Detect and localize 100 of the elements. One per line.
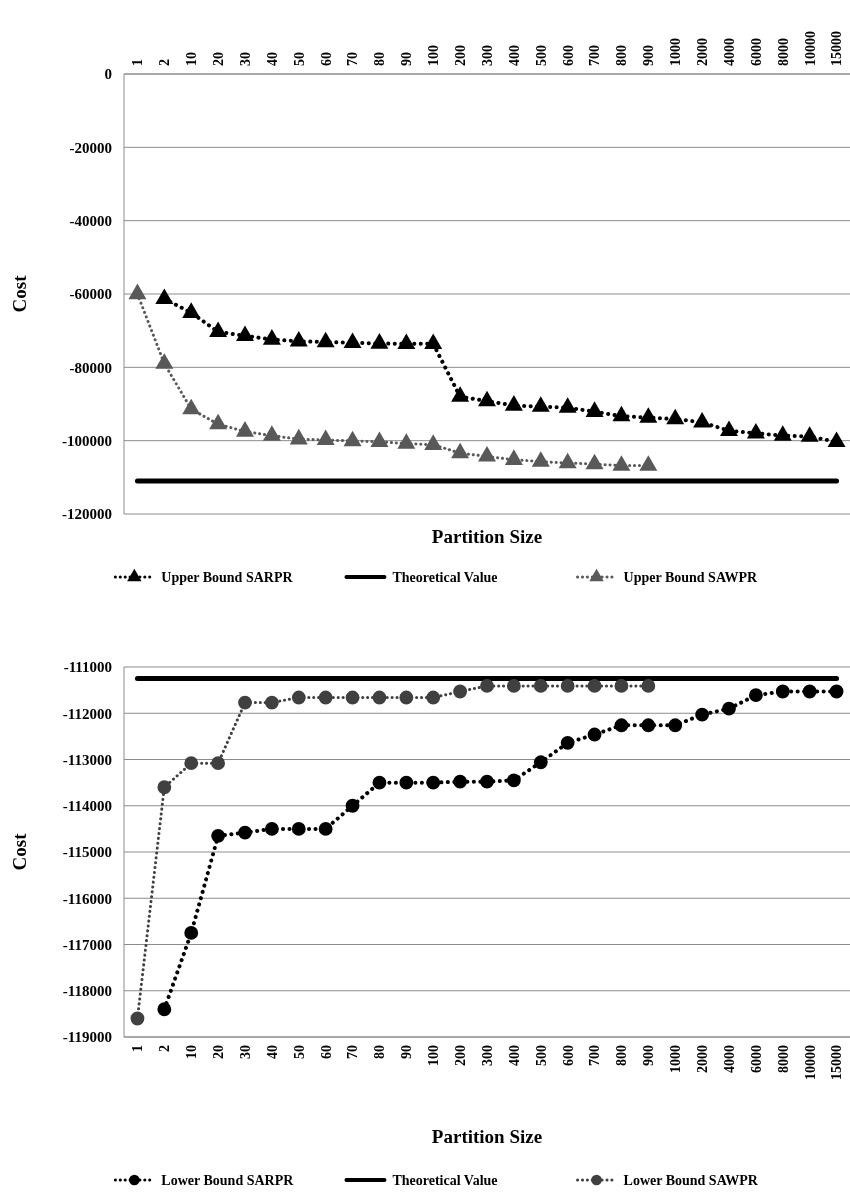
- point: [693, 411, 712, 428]
- point: [424, 434, 443, 450]
- point: [264, 695, 279, 710]
- x-axis-title: Partition Size: [431, 1126, 543, 1147]
- x-tick-label: 60: [318, 52, 334, 66]
- point: [211, 756, 226, 771]
- point: [345, 690, 360, 705]
- x-tick-label: 6000: [748, 1045, 764, 1073]
- point: [612, 455, 631, 471]
- point: [666, 408, 685, 425]
- point: [587, 727, 602, 742]
- y-tick-label: 0: [104, 66, 112, 83]
- y-tick-label: -118000: [62, 983, 112, 999]
- y-tick-label: -119000: [62, 1029, 112, 1046]
- point: [558, 397, 577, 413]
- point: [209, 321, 228, 337]
- x-tick-label: 100: [426, 1045, 442, 1066]
- y-tick-label: -117000: [62, 936, 112, 953]
- point: [343, 430, 362, 447]
- point: [802, 684, 817, 699]
- x-tick-label: 90: [399, 1045, 415, 1059]
- x-tick-label: 1: [130, 1045, 146, 1052]
- x-tick-label: 1000: [668, 38, 684, 66]
- point: [372, 775, 387, 790]
- x-tick-label: 400: [506, 1045, 522, 1066]
- point: [614, 679, 629, 693]
- point: [746, 422, 765, 439]
- x-tick-label: 500: [533, 45, 549, 66]
- y-tick-label: -100000: [62, 432, 112, 449]
- x-tick-label: 200: [453, 45, 469, 66]
- point: [184, 926, 199, 940]
- x-tick-label: 900: [641, 45, 657, 66]
- point: [130, 1011, 145, 1026]
- point: [182, 398, 201, 415]
- x-tick-label: 900: [641, 1045, 657, 1066]
- point: [587, 679, 602, 693]
- point: [480, 774, 494, 789]
- legend-label: Theoretical Value: [392, 569, 498, 585]
- point: [426, 690, 441, 705]
- y-tick-label: -40000: [69, 212, 112, 229]
- point: [639, 407, 658, 423]
- point: [318, 690, 333, 705]
- x-tick-label: 40: [264, 1045, 280, 1059]
- point: [668, 718, 683, 733]
- x-tick-label: 800: [614, 1045, 630, 1066]
- point: [318, 821, 333, 836]
- x-tick-label: 10000: [802, 31, 818, 66]
- point: [451, 442, 470, 459]
- x-tick-label: 500: [533, 1045, 549, 1066]
- point: [262, 329, 281, 345]
- x-tick-label: 8000: [775, 1045, 791, 1073]
- point: [157, 1002, 172, 1017]
- x-tick-label: 80: [372, 1045, 388, 1059]
- point: [478, 446, 496, 462]
- point: [316, 429, 335, 446]
- x-tick-label: 2: [157, 1045, 173, 1052]
- legend-label: Lower Bound SAWPR: [623, 1172, 759, 1188]
- x-tick-label: 20: [211, 52, 227, 66]
- legend-label: Upper Bound SAWPR: [623, 569, 758, 585]
- x-tick-label: 10000: [802, 1045, 818, 1080]
- point: [504, 395, 523, 411]
- legend-label: Lower Bound SARPR: [161, 1172, 295, 1188]
- point: [827, 431, 846, 447]
- point: [720, 420, 738, 436]
- point: [531, 451, 550, 467]
- point: [289, 330, 308, 347]
- x-tick-label: 800: [614, 45, 630, 66]
- x-tick-label: 60: [318, 1045, 334, 1059]
- point: [289, 428, 308, 445]
- point: [560, 735, 575, 750]
- x-tick-label: 40: [264, 52, 280, 66]
- point: [157, 780, 172, 795]
- point: [585, 401, 604, 417]
- x-tick-label: 600: [560, 45, 576, 66]
- x-tick-label: 4000: [721, 38, 737, 66]
- point: [506, 679, 521, 693]
- point: [182, 302, 201, 318]
- x-tick-label: 1000: [668, 1045, 684, 1073]
- point: [399, 690, 414, 705]
- x-tick-label: 700: [587, 45, 603, 66]
- point: [614, 718, 629, 733]
- x-tick-label: 15000: [829, 31, 845, 66]
- point: [184, 756, 199, 771]
- x-tick-label: 50: [291, 52, 307, 66]
- y-tick-label: -111000: [63, 659, 112, 676]
- point: [478, 390, 496, 407]
- point: [397, 333, 416, 350]
- point: [506, 773, 521, 788]
- point: [585, 453, 604, 470]
- point: [291, 690, 306, 705]
- point: [238, 825, 252, 840]
- point: [722, 701, 736, 716]
- y-tick-label: -113000: [62, 751, 112, 768]
- point: [424, 333, 443, 350]
- point: [370, 333, 389, 349]
- point: [695, 707, 710, 722]
- x-tick-label: 50: [291, 1045, 307, 1059]
- y-axis-title: Cost: [9, 274, 30, 313]
- x-tick-label: 200: [453, 1045, 469, 1066]
- point: [236, 421, 254, 437]
